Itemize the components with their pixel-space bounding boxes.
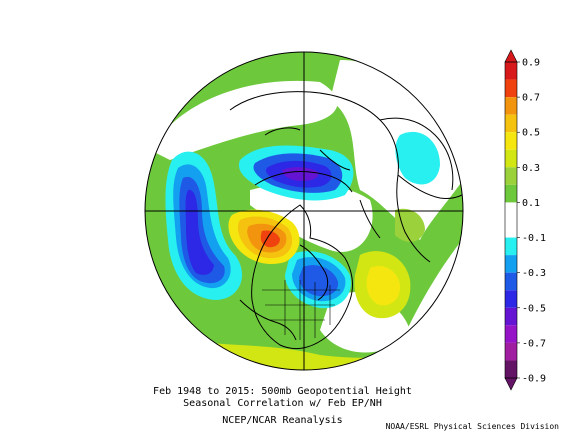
colorbar-band (505, 290, 517, 308)
colorbar-tick-label: 0.5 (522, 128, 540, 139)
colorbar-tick-label: -0.7 (522, 338, 546, 349)
colorbar-band (505, 342, 517, 361)
colorbar-tick-label: 0.9 (522, 58, 540, 69)
crosshair (145, 52, 463, 370)
colorbar-band (505, 97, 517, 115)
colorbar-band (505, 167, 517, 185)
colorbar-tick-label: -0.5 (522, 303, 546, 314)
colorbar-band (505, 202, 517, 238)
colorbar-band (505, 62, 517, 80)
colorbar-band (505, 184, 517, 203)
colorbar-tick-label: -0.3 (522, 268, 546, 279)
colorbar-top-arrow (504, 49, 518, 63)
colorbar-band (505, 325, 517, 343)
state-grid (262, 280, 340, 340)
colorbar-band (505, 272, 517, 291)
caption-line-3: NCEP/NCAR Reanalysis (222, 415, 343, 426)
colorbar-band (505, 114, 517, 133)
credit-text: NOAA/ESRL Physical Sciences Division (385, 422, 559, 431)
colorbar-band (505, 360, 517, 378)
colorbar-band (505, 132, 517, 150)
colorbar-band (505, 79, 517, 98)
colorbar-tick-label: 0.7 (522, 93, 540, 104)
colorbar-tick-label: 0.3 (522, 163, 540, 174)
colorbar-band (505, 149, 517, 168)
colorbar-tick-label: 0.1 (522, 198, 540, 209)
caption-line-1: Feb 1948 to 2015: 500mb Geopotential Hei… (153, 386, 412, 397)
colorbar-tick-label: -0.9 (522, 374, 546, 385)
continent-outlines (229, 91, 463, 350)
colorbar-band (505, 237, 517, 256)
colorbar-outline (504, 61, 518, 379)
colorbar-band (505, 307, 517, 326)
colorbar-tick-label: -0.1 (522, 233, 546, 244)
colorbar: 0.9 0.7 0.5 0.3 0.1 -0.1 -0.3 -0.5 -0.7 -0.9 (504, 49, 546, 391)
colorbar-band (505, 255, 517, 273)
caption-line-2: Seasonal Correlation w/ Feb EP/NH (183, 398, 382, 409)
polar-disk (145, 52, 463, 370)
